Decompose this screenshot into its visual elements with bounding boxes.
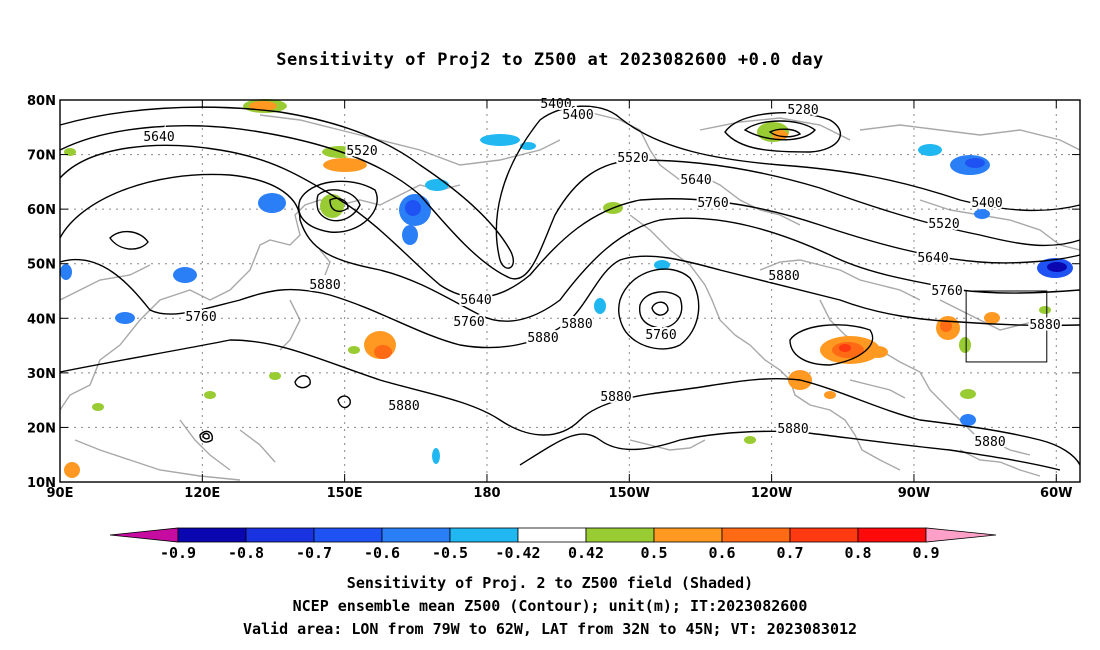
colorbar-swatch (789, 527, 859, 543)
footer-line-3: Valid area: LON from 79W to 62W, LAT fro… (242, 620, 858, 638)
contour-label: 5400 (971, 196, 1002, 211)
lat-tick-label: 30N (27, 367, 56, 382)
lat-tick-label: 40N (27, 312, 56, 327)
contour-labels: 5400 5400 5280 5520 5520 5640 5640 5640 5760 5760… (141, 95, 1062, 452)
colorbar-swatch (381, 527, 451, 543)
colorbar-swatch (653, 527, 723, 543)
colorbar-max-arrow (925, 527, 997, 543)
gridlines (60, 100, 1080, 482)
contour-label: 5760 (453, 315, 484, 330)
colorbar-label: -0.6 (364, 544, 400, 562)
colorbar: -0.9 -0.8 -0.7 -0.6 -0.5 -0.42 0.42 0.5 0.6 0.7 0.… (109, 527, 997, 562)
contour-label: 5760 (931, 284, 962, 299)
axis-ticks (59, 99, 1080, 483)
contour-label: 5520 (617, 151, 648, 166)
contour-label: 5880 (309, 278, 340, 293)
contour-label: 5880 (527, 331, 558, 346)
lon-tick-label: 90W (898, 486, 930, 501)
contour-label: 5880 (974, 435, 1005, 450)
colorbar-label: -0.9 (160, 544, 196, 562)
colorbar-swatch (517, 527, 587, 543)
colorbar-label: 0.5 (640, 544, 667, 562)
lat-tick-label: 50N (27, 258, 56, 273)
lat-tick-label: 80N (27, 94, 56, 109)
colorbar-swatch (313, 527, 383, 543)
lon-tick-label: 150W (609, 486, 650, 501)
contour-label: 5880 (777, 422, 808, 437)
colorbar-label: 0.8 (844, 544, 871, 562)
colorbar-swatch (585, 527, 655, 543)
contour-label: 5400 (562, 108, 593, 123)
colorbar-min-arrow (109, 527, 179, 543)
footer-line-1: Sensitivity of Proj. 2 to Z500 field (Sh… (346, 574, 754, 592)
lon-tick-label: 60W (1040, 486, 1072, 501)
contour-label: 5640 (143, 130, 174, 145)
contour-label: 5880 (561, 317, 592, 332)
contour-label: 5520 (928, 217, 959, 232)
colorbar-label: 0.9 (912, 544, 939, 562)
contour-label: 5760 (185, 310, 216, 325)
z500-contours (59, 105, 1081, 471)
colorbar-swatch (449, 527, 519, 543)
colorbar-label: -0.7 (296, 544, 332, 562)
contour-label: 5280 (787, 103, 818, 118)
footer-line-2: NCEP ensemble mean Z500 (Contour); unit(… (292, 597, 808, 615)
colorbar-label: -0.42 (495, 544, 540, 562)
lat-tick-label: 10N (27, 476, 56, 491)
contour-label: 5880 (1029, 318, 1060, 333)
colorbar-swatch (721, 527, 791, 543)
lat-tick-label: 20N (27, 421, 56, 436)
lon-tick-label: 180 (473, 486, 500, 501)
lon-tick-label: 120E (184, 486, 220, 501)
contour-label: 5760 (697, 196, 728, 211)
contour-label: 5640 (680, 173, 711, 188)
colorbar-swatch (857, 527, 927, 543)
colorbar-label: -0.5 (432, 544, 468, 562)
contour-label: 5640 (460, 293, 491, 308)
axis-labels: 90E 120E 150E 180 150W 120W 90W 60W 10N 20N 30N 40N… (27, 94, 1072, 501)
contour-label: 5880 (768, 269, 799, 284)
lon-tick-label: 120W (751, 486, 792, 501)
colorbar-label: 0.6 (708, 544, 735, 562)
lon-tick-label: 90E (47, 486, 74, 501)
contour-label: 5880 (600, 390, 631, 405)
lon-tick-label: 150E (327, 486, 363, 501)
colorbar-swatch (177, 527, 247, 543)
contour-label: 5760 (645, 328, 676, 343)
chart-title: Sensitivity of Proj2 to Z500 at 20230826… (276, 50, 824, 70)
valid-area-box (965, 290, 1048, 363)
contour-label: 5880 (388, 399, 419, 414)
contour-label: 5520 (346, 144, 377, 159)
lat-tick-label: 70N (27, 149, 56, 164)
contour-label: 5640 (917, 251, 948, 266)
colorbar-label: 0.42 (568, 544, 604, 562)
lat-tick-label: 60N (27, 203, 56, 218)
colorbar-label: -0.8 (228, 544, 264, 562)
colorbar-swatch (245, 527, 315, 543)
colorbar-label: 0.7 (776, 544, 803, 562)
